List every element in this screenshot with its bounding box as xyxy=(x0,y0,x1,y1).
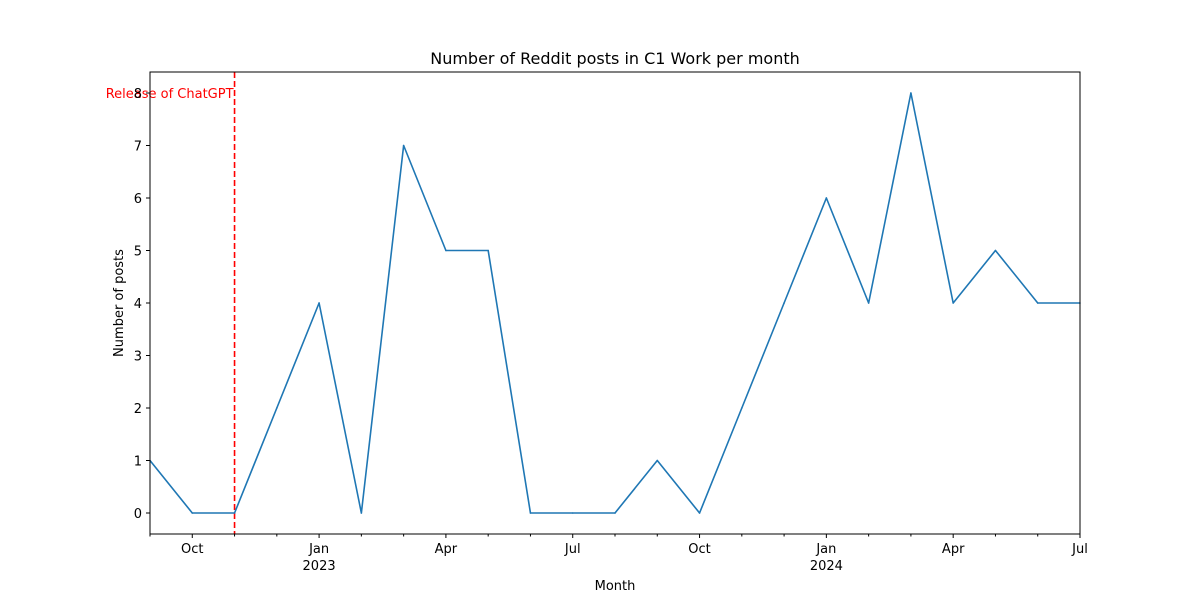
series-group xyxy=(149,92,1081,514)
data-point xyxy=(318,302,320,304)
x-axis: Oct Jan 2023 Apr Jul Oct Jan 2024 Apr Jul xyxy=(149,534,1088,574)
x-tick-label: Jan xyxy=(815,542,836,557)
plot-frame xyxy=(149,71,1081,535)
series-line xyxy=(149,92,1080,514)
data-point xyxy=(698,512,701,514)
y-tick-label: 1 xyxy=(134,455,142,470)
y-tick-label: 2 xyxy=(134,402,142,417)
chatgpt-release-label: Release of ChatGPT xyxy=(106,87,234,102)
x-tick-label: Oct xyxy=(688,542,710,557)
data-point xyxy=(360,512,363,514)
data-point xyxy=(741,407,743,409)
x-tick-label: Jan xyxy=(308,542,329,557)
y-tick-label: 8 xyxy=(134,87,142,102)
chart-title: Number of Reddit posts in C1 Work per mo… xyxy=(430,49,800,68)
data-point xyxy=(910,92,912,94)
x-tick-year-label: 2024 xyxy=(810,559,843,574)
x-tick-year-label: 2023 xyxy=(303,559,336,574)
y-axis: 0 1 2 3 4 5 6 7 8 xyxy=(134,87,150,522)
x-tick-label: Apr xyxy=(942,542,965,557)
data-point xyxy=(825,197,828,199)
data-point xyxy=(402,144,405,147)
data-point xyxy=(191,512,194,514)
x-axis-label: Month xyxy=(595,579,636,594)
y-tick-label: 4 xyxy=(134,297,142,312)
y-tick-label: 5 xyxy=(134,245,142,260)
data-point xyxy=(529,512,532,514)
y-tick-label: 6 xyxy=(134,192,142,207)
y-tick-label: 7 xyxy=(134,140,142,155)
y-tick-label: 3 xyxy=(134,350,142,365)
x-tick-label: Jul xyxy=(564,542,581,557)
data-point xyxy=(276,407,278,409)
y-axis-label: Number of posts xyxy=(112,249,127,357)
data-point xyxy=(1036,302,1039,304)
data-point xyxy=(571,512,574,514)
annotation-group: Release of ChatGPT xyxy=(106,72,236,534)
y-tick-label: 0 xyxy=(134,507,142,522)
data-point xyxy=(233,512,236,514)
x-tick-label: Jul xyxy=(1071,542,1088,557)
x-tick-label: Oct xyxy=(181,542,203,557)
data-point xyxy=(952,302,954,304)
data-point xyxy=(487,249,489,252)
data-point xyxy=(656,459,659,462)
data-point xyxy=(614,512,616,514)
x-tick-label: Apr xyxy=(435,542,458,557)
data-point xyxy=(445,249,447,252)
data-point xyxy=(783,302,785,304)
data-point xyxy=(867,302,870,304)
data-point xyxy=(994,249,997,252)
